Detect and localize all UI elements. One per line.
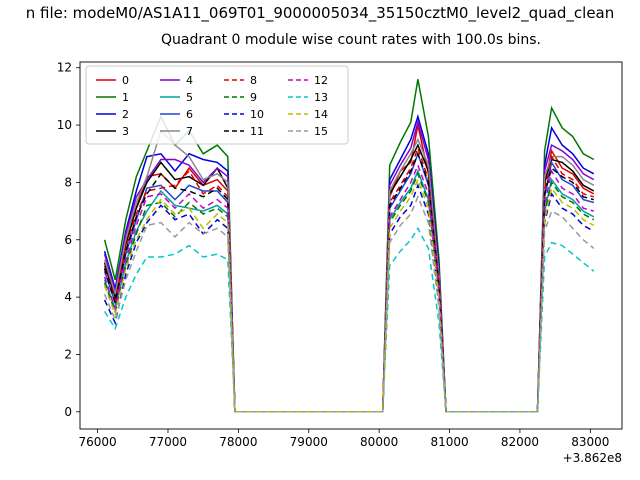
y-tick-label: 6 [64, 233, 72, 247]
legend-label-14: 14 [314, 108, 328, 121]
series-line-12 [103, 163, 594, 413]
series-line-2 [103, 113, 595, 413]
legend-label-9: 9 [250, 91, 257, 104]
legend-label-6: 6 [186, 108, 193, 121]
x-axis-offset-label: +3.862e8 [563, 451, 622, 465]
legend-label-4: 4 [186, 74, 193, 87]
legend-label-2: 2 [122, 108, 129, 121]
legend-label-7: 7 [186, 125, 193, 138]
x-tick-label: 81000 [430, 435, 468, 449]
legend-label-8: 8 [250, 74, 257, 87]
y-tick-label: 2 [64, 347, 72, 361]
legend-label-15: 15 [314, 125, 328, 138]
x-tick-label: 76000 [79, 435, 117, 449]
series-line-13 [103, 226, 595, 413]
legend-label-1: 1 [122, 91, 129, 104]
legend-box [85, 65, 349, 145]
x-tick-label: 80000 [360, 435, 398, 449]
figure-suptitle: n file: modeM0/AS1A11_069T01_9000005034_… [25, 4, 615, 22]
series-line-10 [103, 183, 595, 413]
y-tick-label: 12 [57, 61, 72, 75]
x-tick-label: 79000 [290, 435, 328, 449]
legend-label-10: 10 [250, 108, 264, 121]
legend-label-5: 5 [186, 91, 193, 104]
series-line-4 [103, 119, 595, 413]
series-line-11 [103, 151, 594, 413]
x-tick-label: 77000 [149, 435, 187, 449]
legend-label-3: 3 [122, 125, 129, 138]
legend-label-11: 11 [250, 125, 264, 138]
series-line-8 [103, 145, 594, 413]
x-tick-label: 83000 [571, 435, 609, 449]
legend-label-13: 13 [314, 91, 328, 104]
legend-label-12: 12 [314, 74, 328, 87]
axes-frame [79, 61, 623, 430]
y-tick-label: 0 [64, 405, 72, 419]
chart-title: Quadrant 0 module wise count rates with … [161, 32, 541, 48]
series-line-7 [103, 129, 595, 413]
series-line-9 [103, 171, 595, 413]
x-tick-label: 82000 [501, 435, 539, 449]
series-line-5 [103, 168, 595, 413]
series-line-15 [103, 194, 595, 413]
y-tick-label: 8 [64, 175, 72, 189]
legend-label-0: 0 [122, 74, 129, 87]
y-tick-label: 4 [64, 290, 72, 304]
series-line-14 [103, 177, 595, 413]
x-tick-label: 78000 [219, 435, 257, 449]
y-tick-label: 10 [57, 118, 72, 132]
series-line-6 [103, 151, 594, 413]
